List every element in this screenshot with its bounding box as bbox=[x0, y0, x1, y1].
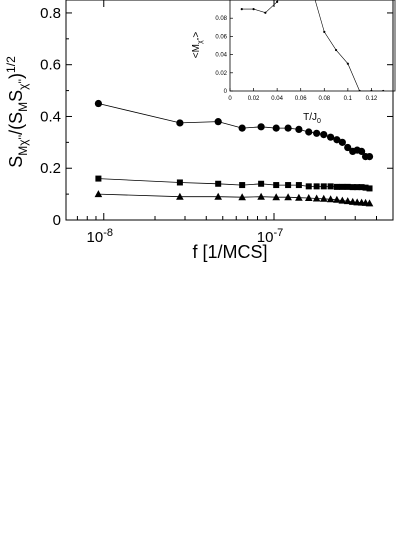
main-x-axis-label: f [1/MCS] bbox=[192, 242, 267, 262]
inset-point-9 bbox=[358, 89, 361, 91]
main-y-ticks: 0 0.2 0.4 0.6 0.8 bbox=[40, 5, 393, 229]
inset-point-2 bbox=[264, 11, 267, 14]
main-plot-frame bbox=[65, 0, 394, 221]
series-circle-point-3 bbox=[238, 124, 246, 132]
series-square-point-11 bbox=[327, 183, 334, 190]
main-y-tick-label-0: 0 bbox=[53, 212, 61, 229]
series-circle-point-17 bbox=[358, 147, 366, 156]
series-square-point-0 bbox=[95, 175, 102, 182]
inset-x-tick-label-4: 0.08 bbox=[318, 96, 330, 102]
inset-y-tick-label-4: 0.08 bbox=[215, 16, 227, 22]
series-square-point-17 bbox=[358, 184, 365, 191]
series-square-point-13 bbox=[339, 183, 346, 190]
series-square-point-15 bbox=[349, 184, 356, 191]
series-triangle-point-8 bbox=[304, 194, 313, 201]
series-triangle-point-14 bbox=[343, 197, 352, 205]
main-y-axis-label: SMχ''/(SMSχ'')1/2 bbox=[4, 56, 30, 168]
main-y-tick-label-2: 0.4 bbox=[40, 108, 61, 125]
series-circle-point-13 bbox=[338, 138, 346, 146]
svg-text:SMχ''/(SMSχ'')1/2: SMχ''/(SMSχ'')1/2 bbox=[4, 56, 30, 168]
main-chart: 10-8 10-7 00.20.40.60.8 f [1/MCS] SMχ''/(… bbox=[4, 0, 394, 262]
series-triangle-point-10 bbox=[319, 194, 328, 202]
series-triangle-point-11 bbox=[326, 195, 335, 203]
series-square-point-3 bbox=[239, 182, 246, 189]
series-circle-point-19 bbox=[365, 152, 374, 161]
series-triangle-point-1 bbox=[176, 192, 184, 200]
main-y-tick-label-4: 0.8 bbox=[40, 5, 61, 22]
series-square-point-5 bbox=[273, 182, 280, 189]
series-triangle-point-19 bbox=[365, 199, 374, 207]
series-square-point-2 bbox=[215, 180, 222, 187]
series-square-point-18 bbox=[362, 184, 369, 191]
inset-y-ticks: 0 0.02 0.04 0.06 0.08 bbox=[215, 16, 233, 95]
series-triangle-point-5 bbox=[272, 193, 280, 201]
main-y-tick-label-3: 0.6 bbox=[40, 57, 61, 74]
series-circle-point-10 bbox=[320, 130, 328, 139]
inset-point-8 bbox=[346, 62, 349, 65]
series-circle-point-11 bbox=[327, 133, 335, 141]
series-circle-point-14 bbox=[344, 143, 352, 152]
inset-x-ticks: 0 0.02 0.04 0.06 0.08 0.1 0.12 bbox=[228, 88, 378, 102]
series-triangle-point-6 bbox=[284, 193, 292, 201]
series-square-point-10 bbox=[320, 183, 327, 190]
series-circle-line bbox=[98, 103, 370, 158]
series-circle-point-9 bbox=[313, 129, 321, 137]
series-triangle-point-2 bbox=[214, 192, 222, 200]
series-circle-point-2 bbox=[214, 118, 222, 126]
series-square-point-14 bbox=[344, 183, 351, 190]
inset-x-tick-label-1: 0.02 bbox=[248, 96, 260, 102]
main-y-tick-label-1: 0.2 bbox=[40, 160, 61, 177]
series-square-point-7 bbox=[295, 182, 302, 189]
series-square-point-4 bbox=[258, 180, 265, 187]
series-circle-point-1 bbox=[176, 119, 184, 127]
inset-point-11 bbox=[382, 89, 385, 91]
series-square-point-6 bbox=[285, 182, 292, 189]
inset-point-0 bbox=[240, 8, 243, 11]
series-square-point-16 bbox=[354, 184, 361, 191]
inset-x-tick-label-0: 0 bbox=[228, 96, 232, 102]
series-circle-point-0 bbox=[94, 99, 103, 108]
inset-chart: 0 0.02 0.04 0.06 0.08 0.1 0.12 0 0.02 0.04 0.06 0.… bbox=[191, 0, 396, 125]
series-square-point-12 bbox=[333, 183, 340, 190]
inset-x-tick-label-5: 0.1 bbox=[344, 96, 353, 102]
series-circle-point-6 bbox=[284, 124, 292, 132]
series-triangle-point-13 bbox=[338, 196, 347, 204]
inset-point-3 bbox=[276, 0, 279, 3]
inset-plot-frame bbox=[229, 0, 396, 92]
series-circle-point-4 bbox=[257, 123, 265, 131]
series-circle-point-12 bbox=[333, 136, 341, 144]
inset-y-tick-label-1: 0.02 bbox=[215, 71, 227, 77]
inset-point-1 bbox=[252, 8, 255, 11]
inset-y-tick-label-0: 0 bbox=[224, 89, 228, 95]
series-circle-point-8 bbox=[305, 128, 313, 136]
series-square-point-1 bbox=[176, 179, 183, 186]
inset-x-tick-label-6: 0.12 bbox=[366, 96, 378, 102]
series-square-point-19 bbox=[366, 185, 373, 192]
inset-series bbox=[240, 0, 385, 91]
main-series bbox=[94, 99, 374, 207]
series-circle-point-7 bbox=[295, 125, 303, 134]
inset-y-tick-label-2: 0.04 bbox=[215, 53, 227, 59]
inset-y-tick-label-3: 0.06 bbox=[215, 34, 227, 40]
inset-x-axis-label: T/J0 bbox=[303, 112, 321, 125]
series-triangle-point-3 bbox=[238, 193, 246, 201]
inset-x-tick-label-2: 0.04 bbox=[271, 96, 283, 102]
series-triangle-point-7 bbox=[295, 193, 303, 201]
inset-point-7 bbox=[334, 48, 338, 52]
series-square-point-9 bbox=[313, 183, 320, 190]
inset-x-tick-label-3: 0.06 bbox=[295, 96, 307, 102]
inset-series-line bbox=[241, 0, 384, 91]
series-circle-point-5 bbox=[272, 124, 280, 132]
series-triangle-point-12 bbox=[333, 195, 341, 203]
main-x-tick-label-0: 10-8 bbox=[87, 227, 113, 246]
series-triangle-point-4 bbox=[257, 192, 265, 200]
svg-text:<Mχ''>: <Mχ''> bbox=[191, 32, 204, 59]
inset-y-axis-label: <Mχ''> bbox=[191, 32, 204, 59]
series-triangle-point-0 bbox=[94, 190, 103, 198]
series-triangle-point-9 bbox=[312, 194, 321, 202]
series-square-point-8 bbox=[305, 183, 312, 190]
inset-point-6 bbox=[323, 30, 326, 33]
